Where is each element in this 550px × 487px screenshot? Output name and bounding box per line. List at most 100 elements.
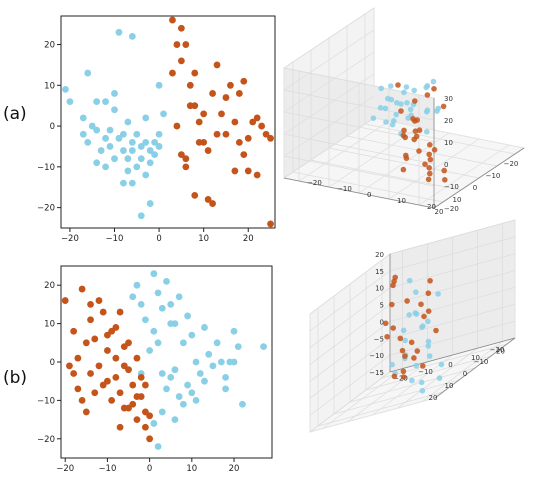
point-dark: [427, 156, 434, 163]
point-dark: [416, 127, 423, 133]
point-dark: [399, 347, 406, 354]
x-tick-label: 10: [198, 234, 209, 244]
y-tick-label: 20: [44, 41, 55, 51]
point-dark: [425, 308, 432, 314]
point-dark: [418, 301, 424, 308]
point-dark: [426, 165, 433, 171]
point-dark: [401, 127, 407, 134]
point-light: [79, 130, 87, 138]
point-light: [97, 147, 105, 154]
point-light: [393, 111, 400, 118]
x-tick-label: −20: [61, 234, 79, 244]
axis-edge: [433, 147, 525, 209]
point-light: [435, 291, 441, 297]
x-tick-label: 0: [463, 370, 467, 378]
point-light: [418, 379, 425, 386]
point-dark: [108, 397, 116, 404]
point-dark: [402, 353, 408, 359]
z-tick-label: 10: [375, 285, 384, 293]
point-light: [184, 312, 192, 320]
point-dark: [213, 61, 221, 69]
point-dark: [182, 155, 190, 163]
point-dark: [112, 373, 120, 381]
point-dark: [173, 41, 181, 48]
point-light: [124, 167, 132, 175]
grid-line: [283, 117, 375, 179]
point-dark: [400, 374, 407, 380]
point-dark: [426, 151, 433, 158]
point-dark: [204, 147, 212, 154]
point-light: [163, 385, 170, 393]
y-tick-label: 10: [397, 197, 406, 205]
point-light: [188, 389, 196, 397]
grid-line: [283, 73, 375, 135]
grid-line: [283, 111, 435, 143]
point-light: [66, 98, 74, 106]
point-dark: [74, 354, 82, 362]
point-light: [142, 138, 150, 146]
point-dark: [116, 423, 124, 431]
point-light: [400, 327, 407, 334]
point-dark: [173, 122, 181, 130]
panel-label-b: (b): [3, 368, 28, 388]
point-dark: [425, 176, 432, 183]
point-light: [394, 100, 400, 106]
z-tick-label: 0: [380, 318, 384, 326]
point-dark: [244, 134, 252, 142]
point-light: [142, 171, 150, 179]
point-light: [406, 277, 413, 284]
point-light: [154, 443, 162, 450]
point-light: [151, 138, 159, 146]
z-tick-label: 0: [444, 161, 448, 169]
point-dark: [213, 130, 221, 138]
point-light: [402, 337, 408, 344]
point-light: [171, 366, 179, 374]
point-light: [230, 358, 238, 366]
point-light: [409, 377, 415, 384]
y-tick-label: 10: [44, 81, 55, 91]
point-dark: [400, 132, 407, 139]
point-light: [106, 143, 114, 150]
x-tick-label: −10: [98, 464, 116, 474]
point-dark: [177, 151, 185, 159]
point-dark: [395, 82, 401, 88]
z-tick-label: −20: [444, 205, 459, 213]
point-light: [389, 361, 395, 368]
point-dark: [87, 316, 94, 324]
point-dark: [87, 301, 94, 308]
x-tick-label: 20: [435, 208, 444, 216]
y-tick-label: 0: [50, 358, 55, 368]
point-dark: [182, 163, 190, 171]
point-dark: [235, 138, 243, 146]
x-tick-label: −10: [106, 234, 124, 244]
axis-edge: [283, 177, 435, 209]
point-light: [425, 318, 431, 325]
plot-frame: [60, 15, 276, 229]
point-dark: [191, 102, 199, 110]
point-dark: [133, 354, 141, 362]
y-tick-label: 20: [496, 347, 505, 355]
point-light: [111, 106, 118, 114]
y-tick-label: −10: [337, 185, 352, 193]
point-dark: [240, 151, 248, 159]
point-light: [377, 105, 384, 111]
grid-line: [389, 303, 516, 339]
y-tick-label: 10: [44, 320, 55, 330]
axis-edge: [434, 337, 516, 399]
point-light: [155, 143, 163, 150]
y-tick-label: 20: [427, 203, 436, 211]
point-light: [370, 115, 377, 121]
point-light: [146, 347, 154, 354]
x-tick-label: 20: [429, 394, 438, 402]
z-tick-label: 5: [380, 302, 384, 310]
point-light: [167, 320, 175, 327]
point-light: [124, 118, 132, 126]
point-dark: [397, 335, 404, 342]
point-light: [155, 130, 163, 138]
point-dark: [66, 362, 73, 370]
z-tick-label: −5: [374, 335, 384, 343]
point-light: [120, 179, 127, 187]
point-light: [205, 350, 213, 358]
point-light: [160, 110, 167, 118]
